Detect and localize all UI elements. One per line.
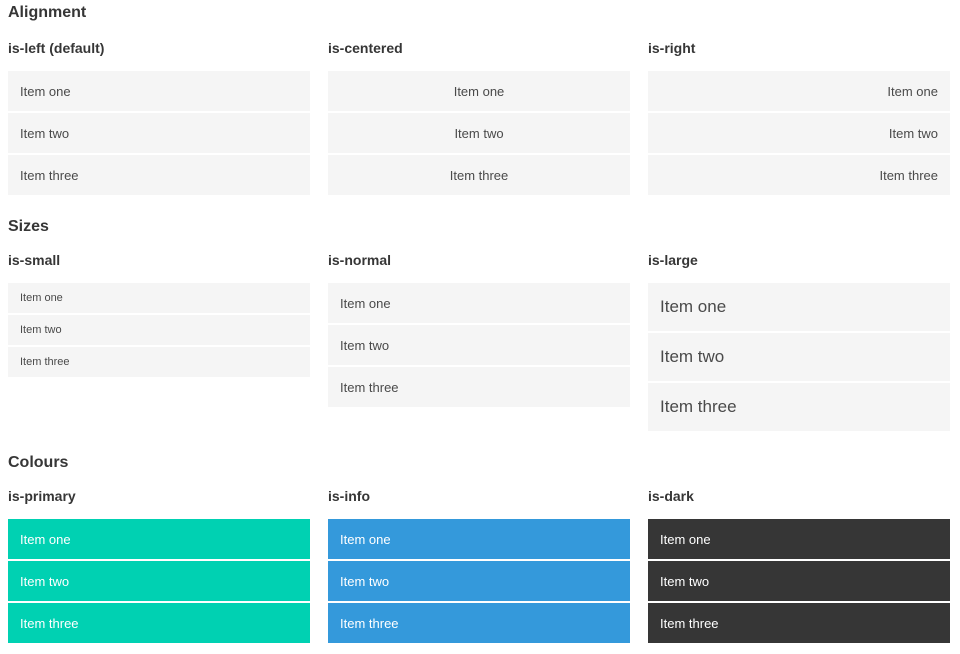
list-item[interactable]: Item two [8,113,310,153]
list-is-large: Item one Item two Item three [648,283,950,431]
list-is-primary: Item one Item two Item three [8,519,310,643]
list-is-centered: Item one Item two Item three [328,71,630,195]
column-heading-is-primary: is-primary [8,488,76,504]
list-item[interactable]: Item one [8,283,310,313]
list-item[interactable]: Item three [8,603,310,643]
colours-columns: is-primary Item one Item two Item three … [8,488,950,645]
list-item[interactable]: Item one [328,519,630,559]
column-heading-is-right: is-right [648,40,696,56]
list-item[interactable]: Item two [648,113,950,153]
column-is-small: is-small Item one Item two Item three [8,252,310,433]
list-item[interactable]: Item one [8,519,310,559]
column-heading-is-centered: is-centered [328,40,403,56]
column-heading-is-info: is-info [328,488,370,504]
sizes-columns: is-small Item one Item two Item three is… [8,252,950,433]
section-sizes: Sizes is-small Item one Item two Item th… [8,217,950,433]
column-heading-is-left: is-left (default) [8,40,105,56]
column-is-dark: is-dark Item one Item two Item three [648,488,950,645]
column-is-right: is-right Item one Item two Item three [648,40,950,197]
column-heading-is-dark: is-dark [648,488,694,504]
section-colours: Colours is-primary Item one Item two Ite… [8,453,950,645]
section-title-colours: Colours [8,454,69,471]
column-heading-is-normal: is-normal [328,252,392,268]
column-is-left: is-left (default) Item one Item two Item… [8,40,310,197]
list-item[interactable]: Item one [328,283,630,323]
list-item[interactable]: Item two [8,561,310,601]
list-item[interactable]: Item two [328,113,630,153]
list-item[interactable]: Item one [648,283,950,331]
list-item[interactable]: Item three [648,155,950,195]
column-is-info: is-info Item one Item two Item three [328,488,630,645]
column-heading-is-small: is-small [8,252,61,268]
list-item[interactable]: Item three [648,383,950,431]
list-item[interactable]: Item three [8,347,310,377]
section-title-sizes: Sizes [8,218,49,235]
list-item[interactable]: Item two [328,325,630,365]
column-is-large: is-large Item one Item two Item three [648,252,950,433]
list-item[interactable]: Item two [648,561,950,601]
list-item[interactable]: Item two [8,315,310,345]
list-is-right: Item one Item two Item three [648,71,950,195]
list-item[interactable]: Item one [8,71,310,111]
list-item[interactable]: Item three [328,155,630,195]
list-is-small: Item one Item two Item three [8,283,310,377]
column-heading-is-large: is-large [648,252,698,268]
list-item[interactable]: Item three [648,603,950,643]
list-is-left: Item one Item two Item three [8,71,310,195]
list-item[interactable]: Item one [648,71,950,111]
list-is-normal: Item one Item two Item three [328,283,630,407]
list-item[interactable]: Item three [328,603,630,643]
column-is-primary: is-primary Item one Item two Item three [8,488,310,645]
column-is-centered: is-centered Item one Item two Item three [328,40,630,197]
section-alignment: Alignment is-left (default) Item one Ite… [8,3,950,197]
list-item[interactable]: Item one [648,519,950,559]
alignment-columns: is-left (default) Item one Item two Item… [8,40,950,197]
list-is-info: Item one Item two Item three [328,519,630,643]
list-item[interactable]: Item two [328,561,630,601]
column-is-normal: is-normal Item one Item two Item three [328,252,630,433]
list-is-dark: Item one Item two Item three [648,519,950,643]
list-item[interactable]: Item two [648,333,950,381]
list-item[interactable]: Item three [8,155,310,195]
list-item[interactable]: Item one [328,71,630,111]
list-item[interactable]: Item three [328,367,630,407]
section-title-alignment: Alignment [8,4,87,21]
